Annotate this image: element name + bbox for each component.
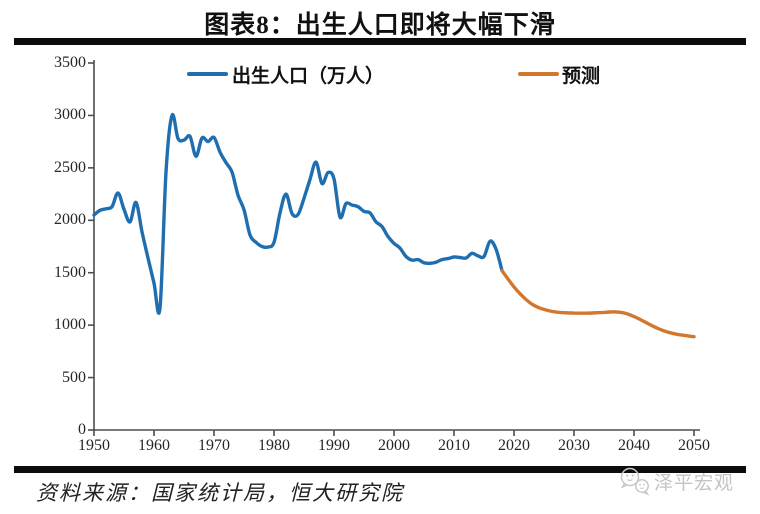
x-tick-label: 2000 bbox=[378, 437, 410, 454]
source-note: 资料来源：国家统计局，恒大研究院 bbox=[36, 481, 404, 505]
y-tick-label: 500 bbox=[62, 368, 86, 386]
top-divider bbox=[14, 38, 746, 45]
x-tick-label: 2040 bbox=[618, 437, 650, 454]
x-tick-label: 1990 bbox=[318, 437, 350, 454]
x-tick-label: 1960 bbox=[138, 437, 170, 454]
chart-title: 图表8：出生人口即将大幅下滑 bbox=[204, 12, 556, 39]
y-tick-label: 2000 bbox=[54, 211, 86, 229]
legend-line-forecast bbox=[518, 72, 559, 76]
legend-line-birth bbox=[187, 72, 228, 76]
legend-label-birth: 出生人口（万人） bbox=[232, 66, 385, 87]
x-tick-label: 1970 bbox=[198, 437, 230, 454]
x-tick-label: 1950 bbox=[78, 437, 110, 454]
chat-bubbles-icon bbox=[620, 467, 650, 496]
watermark-text: 泽平宏观 bbox=[654, 472, 735, 494]
y-tick-label: 1000 bbox=[54, 316, 86, 334]
legend-label-forecast: 预测 bbox=[562, 66, 601, 87]
y-tick-label: 2500 bbox=[54, 158, 86, 176]
x-tick-label: 2050 bbox=[678, 437, 710, 454]
brand-watermark: 泽平宏观 bbox=[618, 466, 734, 496]
x-tick-label: 2030 bbox=[558, 437, 590, 454]
x-tick-label: 1980 bbox=[258, 437, 290, 454]
y-tick-label: 3500 bbox=[54, 54, 86, 71]
x-tick-label: 2020 bbox=[498, 437, 530, 454]
y-tick-label: 3000 bbox=[54, 106, 86, 124]
bottom-divider bbox=[14, 466, 746, 473]
x-tick-label: 2010 bbox=[438, 437, 470, 454]
y-tick-label: 0 bbox=[78, 421, 86, 438]
y-tick-label: 1500 bbox=[54, 263, 86, 281]
